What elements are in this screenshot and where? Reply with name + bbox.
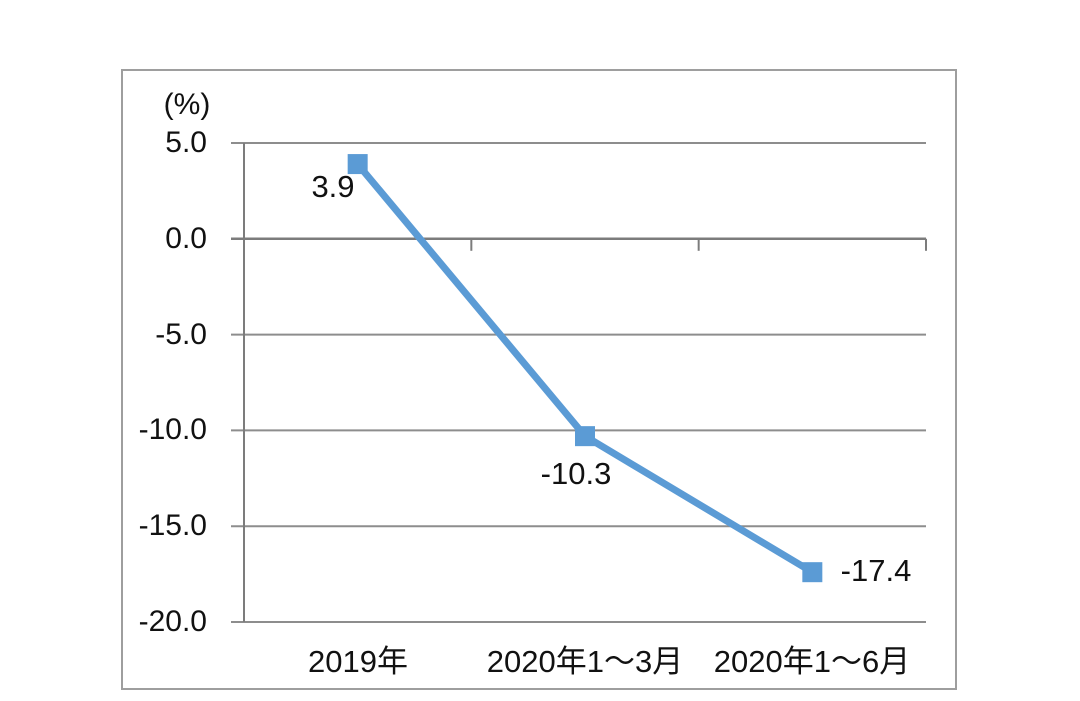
x-category-label: 2020年1～6月 bbox=[713, 644, 911, 679]
chart-border bbox=[121, 69, 957, 690]
trend-line bbox=[354, 161, 815, 576]
data-label: -17.4 bbox=[840, 553, 912, 588]
data-point-marker bbox=[575, 426, 595, 447]
data-label: 3.9 bbox=[311, 169, 355, 204]
data-point-marker bbox=[802, 562, 823, 583]
data-point-marker bbox=[347, 154, 368, 175]
y-axis-unit-label: (%) bbox=[163, 88, 211, 121]
y-tick-label: 0.0 bbox=[165, 222, 207, 255]
x-category-label: 2019年 bbox=[308, 644, 408, 679]
x-category-label: 2020年1～3月 bbox=[486, 644, 684, 679]
data-label: -10.3 bbox=[540, 456, 612, 491]
y-tick-label: -10.0 bbox=[138, 413, 207, 446]
y-tick-label: -5.0 bbox=[155, 318, 207, 351]
y-tick-label: -15.0 bbox=[138, 509, 207, 542]
y-tick-label: -20.0 bbox=[138, 605, 207, 638]
y-tick-label: 5.0 bbox=[165, 126, 207, 159]
